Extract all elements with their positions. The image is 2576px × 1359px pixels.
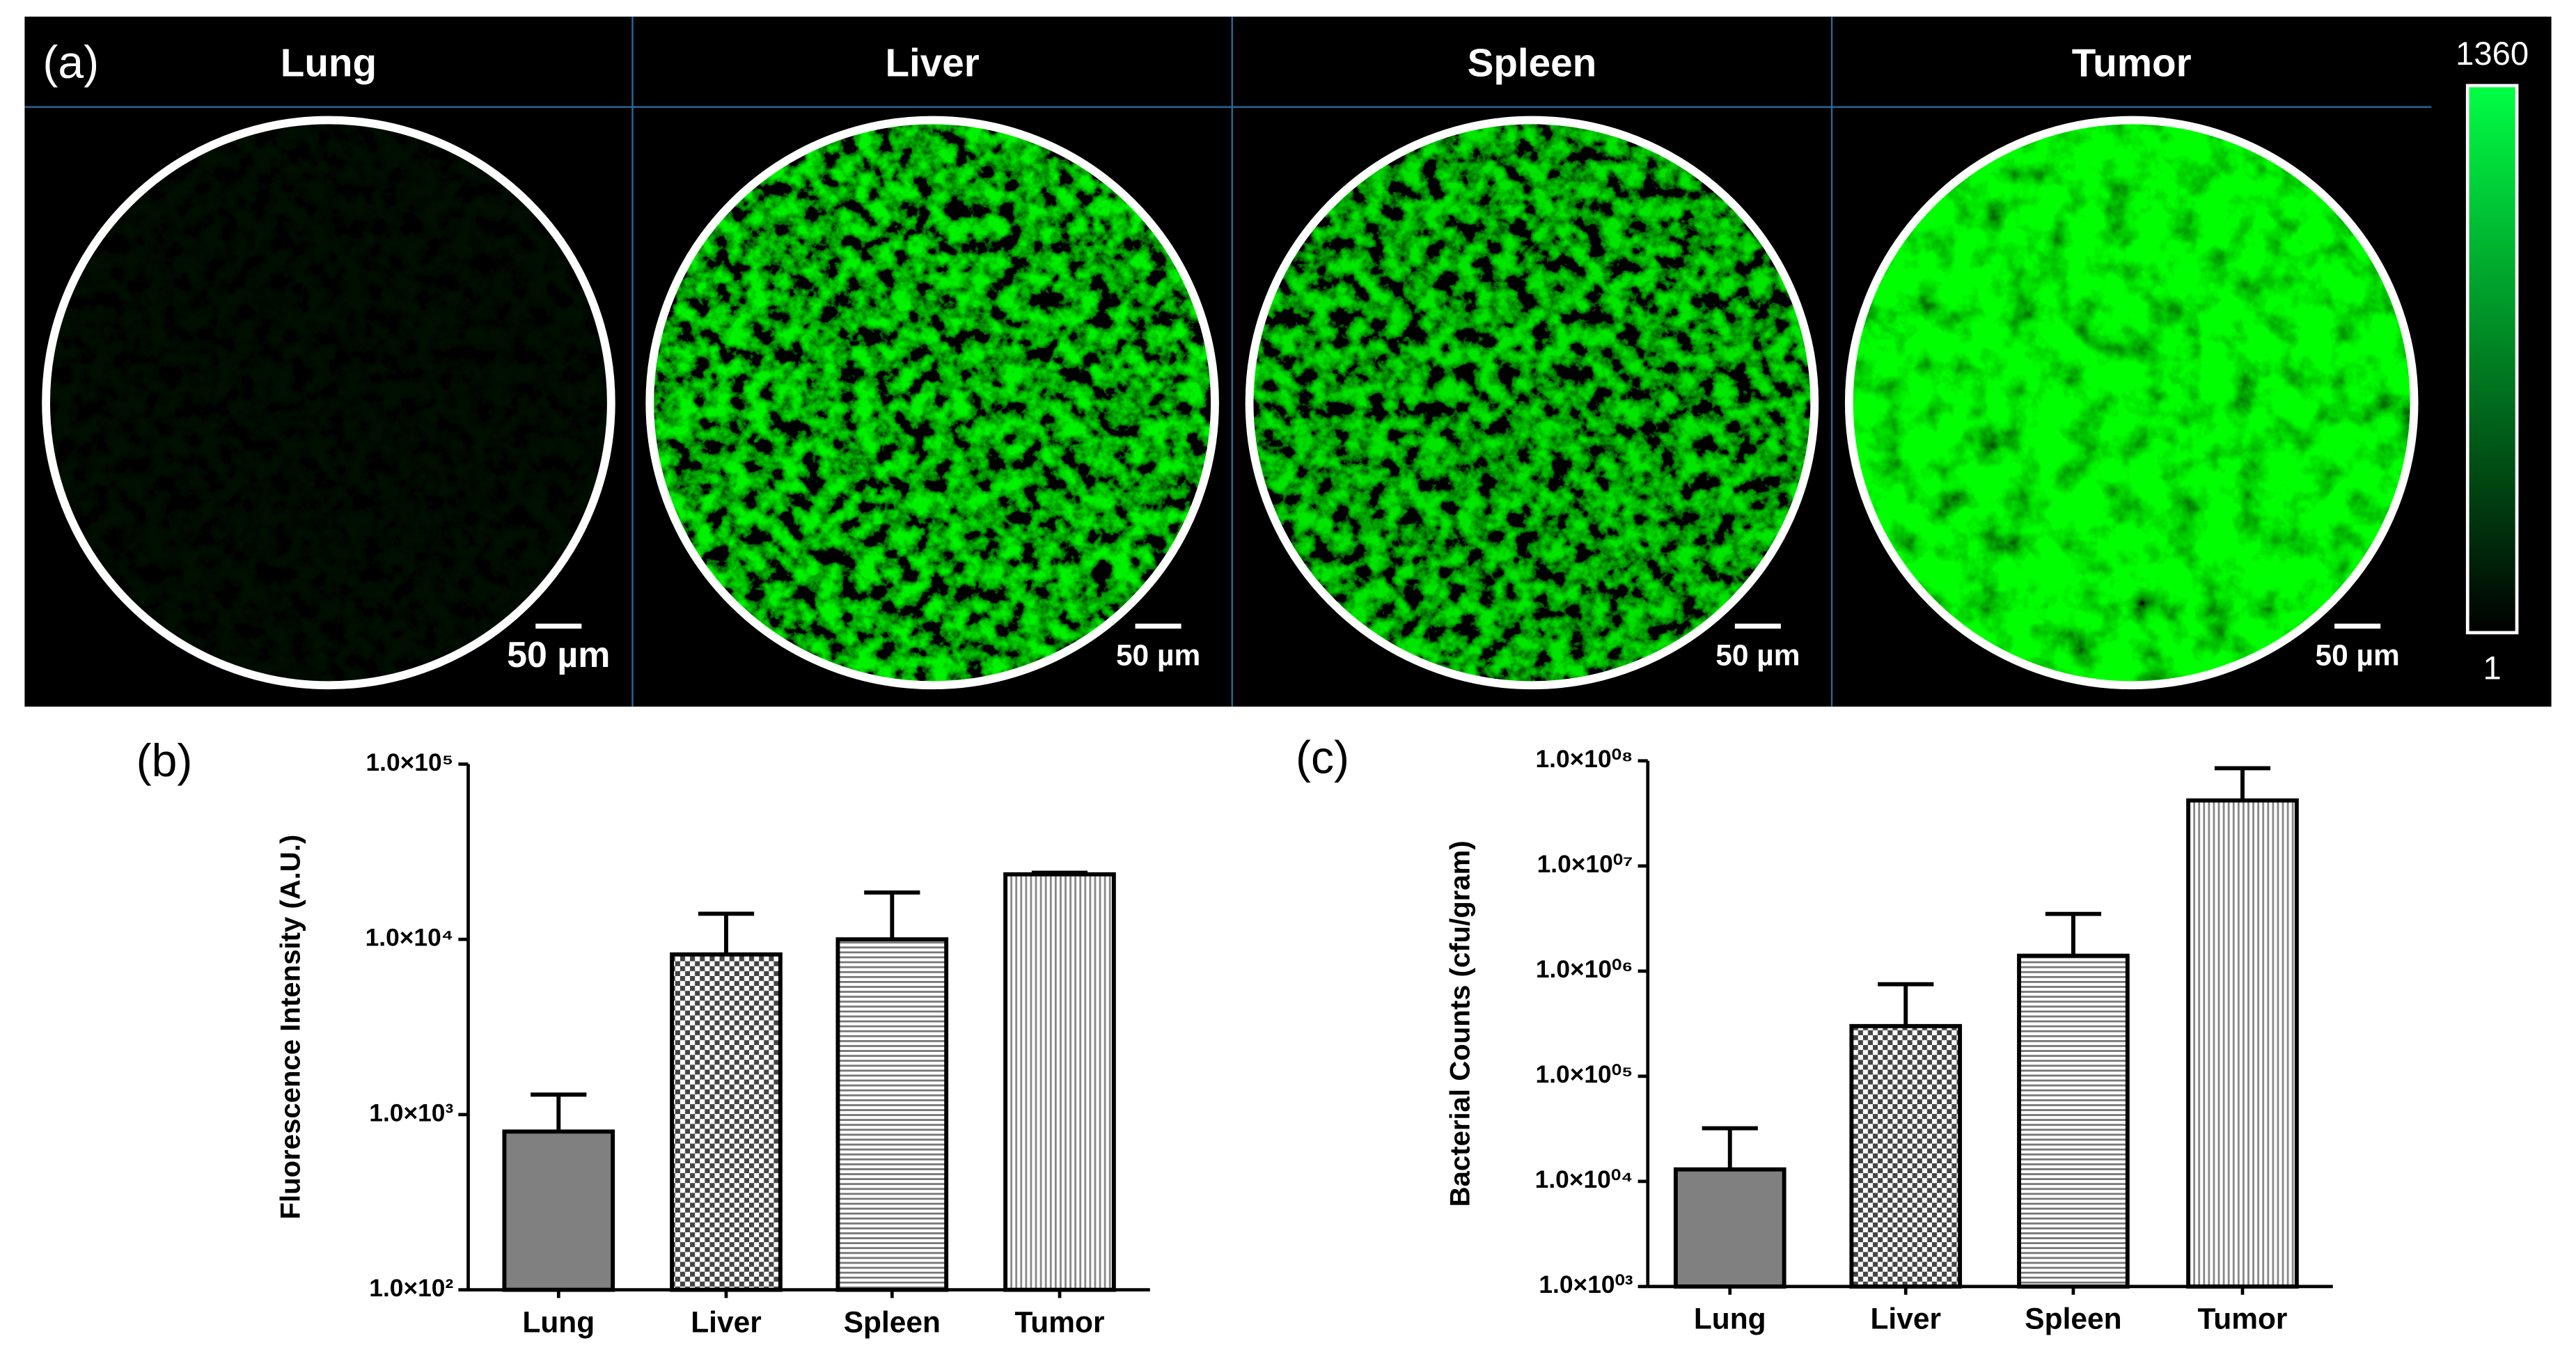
y-tick-label: 1.0×10⁰⁷ [1537,851,1633,878]
y-tick-label: 1.0×10⁰⁴ [1535,1166,1633,1193]
y-tick-label: 1.0×10⁰⁶ [1536,956,1633,983]
bar [1673,1167,1786,1289]
panel-label: (a) [42,37,99,88]
fluorescence-image [650,120,1215,686]
panel-title: Lung [281,42,377,86]
y-tick-label: 1.0×10³ [369,1099,453,1126]
colorbar [2465,84,2519,635]
y-axis-title: Bacterial Counts (cfu/gram) [1445,840,1476,1207]
image-border [645,116,1219,690]
image-texture [1848,120,2414,686]
panel-title: Liver [885,42,979,86]
bar [2186,798,2299,1289]
x-tick-label: Spleen [844,1305,941,1338]
y-tick-label: 1.0×10⁰⁸ [1535,746,1633,773]
fluorescence-image [46,120,611,686]
x-tick-label: Tumor [1015,1305,1105,1338]
image-texture [650,120,1215,686]
scale-bar-label: 50 µm [507,635,610,675]
chart-panel-label: (b) [136,735,193,787]
colorbar-max: 1360 [2456,36,2529,72]
x-tick-label: Lung [522,1305,595,1338]
fluorescence-image [1848,120,2414,686]
y-tick-label: 1.0×10⁰⁵ [1536,1061,1633,1088]
panel-title: Spleen [1468,42,1597,86]
colorbar-min: 1 [2483,650,2502,686]
image-texture [46,120,611,686]
scale-bar-label: 50 µm [1116,638,1200,671]
bar [2017,953,2130,1289]
x-tick-label: Spleen [2025,1303,2121,1335]
panel-title: Tumor [2072,42,2192,86]
x-tick-label: Tumor [2197,1303,2287,1335]
y-axis-title: Fluorescence Intensity (A.U.) [276,835,306,1220]
image-border [1245,116,1819,690]
x-tick-label: Lung [1694,1303,1766,1335]
y-tick-label: 1.0×10⁵ [366,749,453,776]
y-tick-label: 1.0×10⁰³ [1539,1271,1633,1298]
x-tick-label: Liver [1870,1303,1941,1335]
y-tick-label: 1.0×10⁴ [366,925,454,952]
y-tick-label: 1.0×10² [369,1275,453,1302]
image-texture [1249,120,1815,686]
bar [502,1129,615,1292]
chart-panel-label: (c) [1296,732,1349,783]
bar [1849,1023,1963,1289]
image-border [1844,116,2419,690]
bar [835,937,949,1292]
bar [670,952,783,1292]
fluorescence-image [1249,120,1815,686]
bar [1003,872,1116,1292]
scale-bar-label: 50 µm [2316,638,2400,671]
scale-bar-label: 50 µm [1715,638,1800,671]
image-border [42,116,615,690]
x-tick-label: Liver [691,1305,762,1338]
